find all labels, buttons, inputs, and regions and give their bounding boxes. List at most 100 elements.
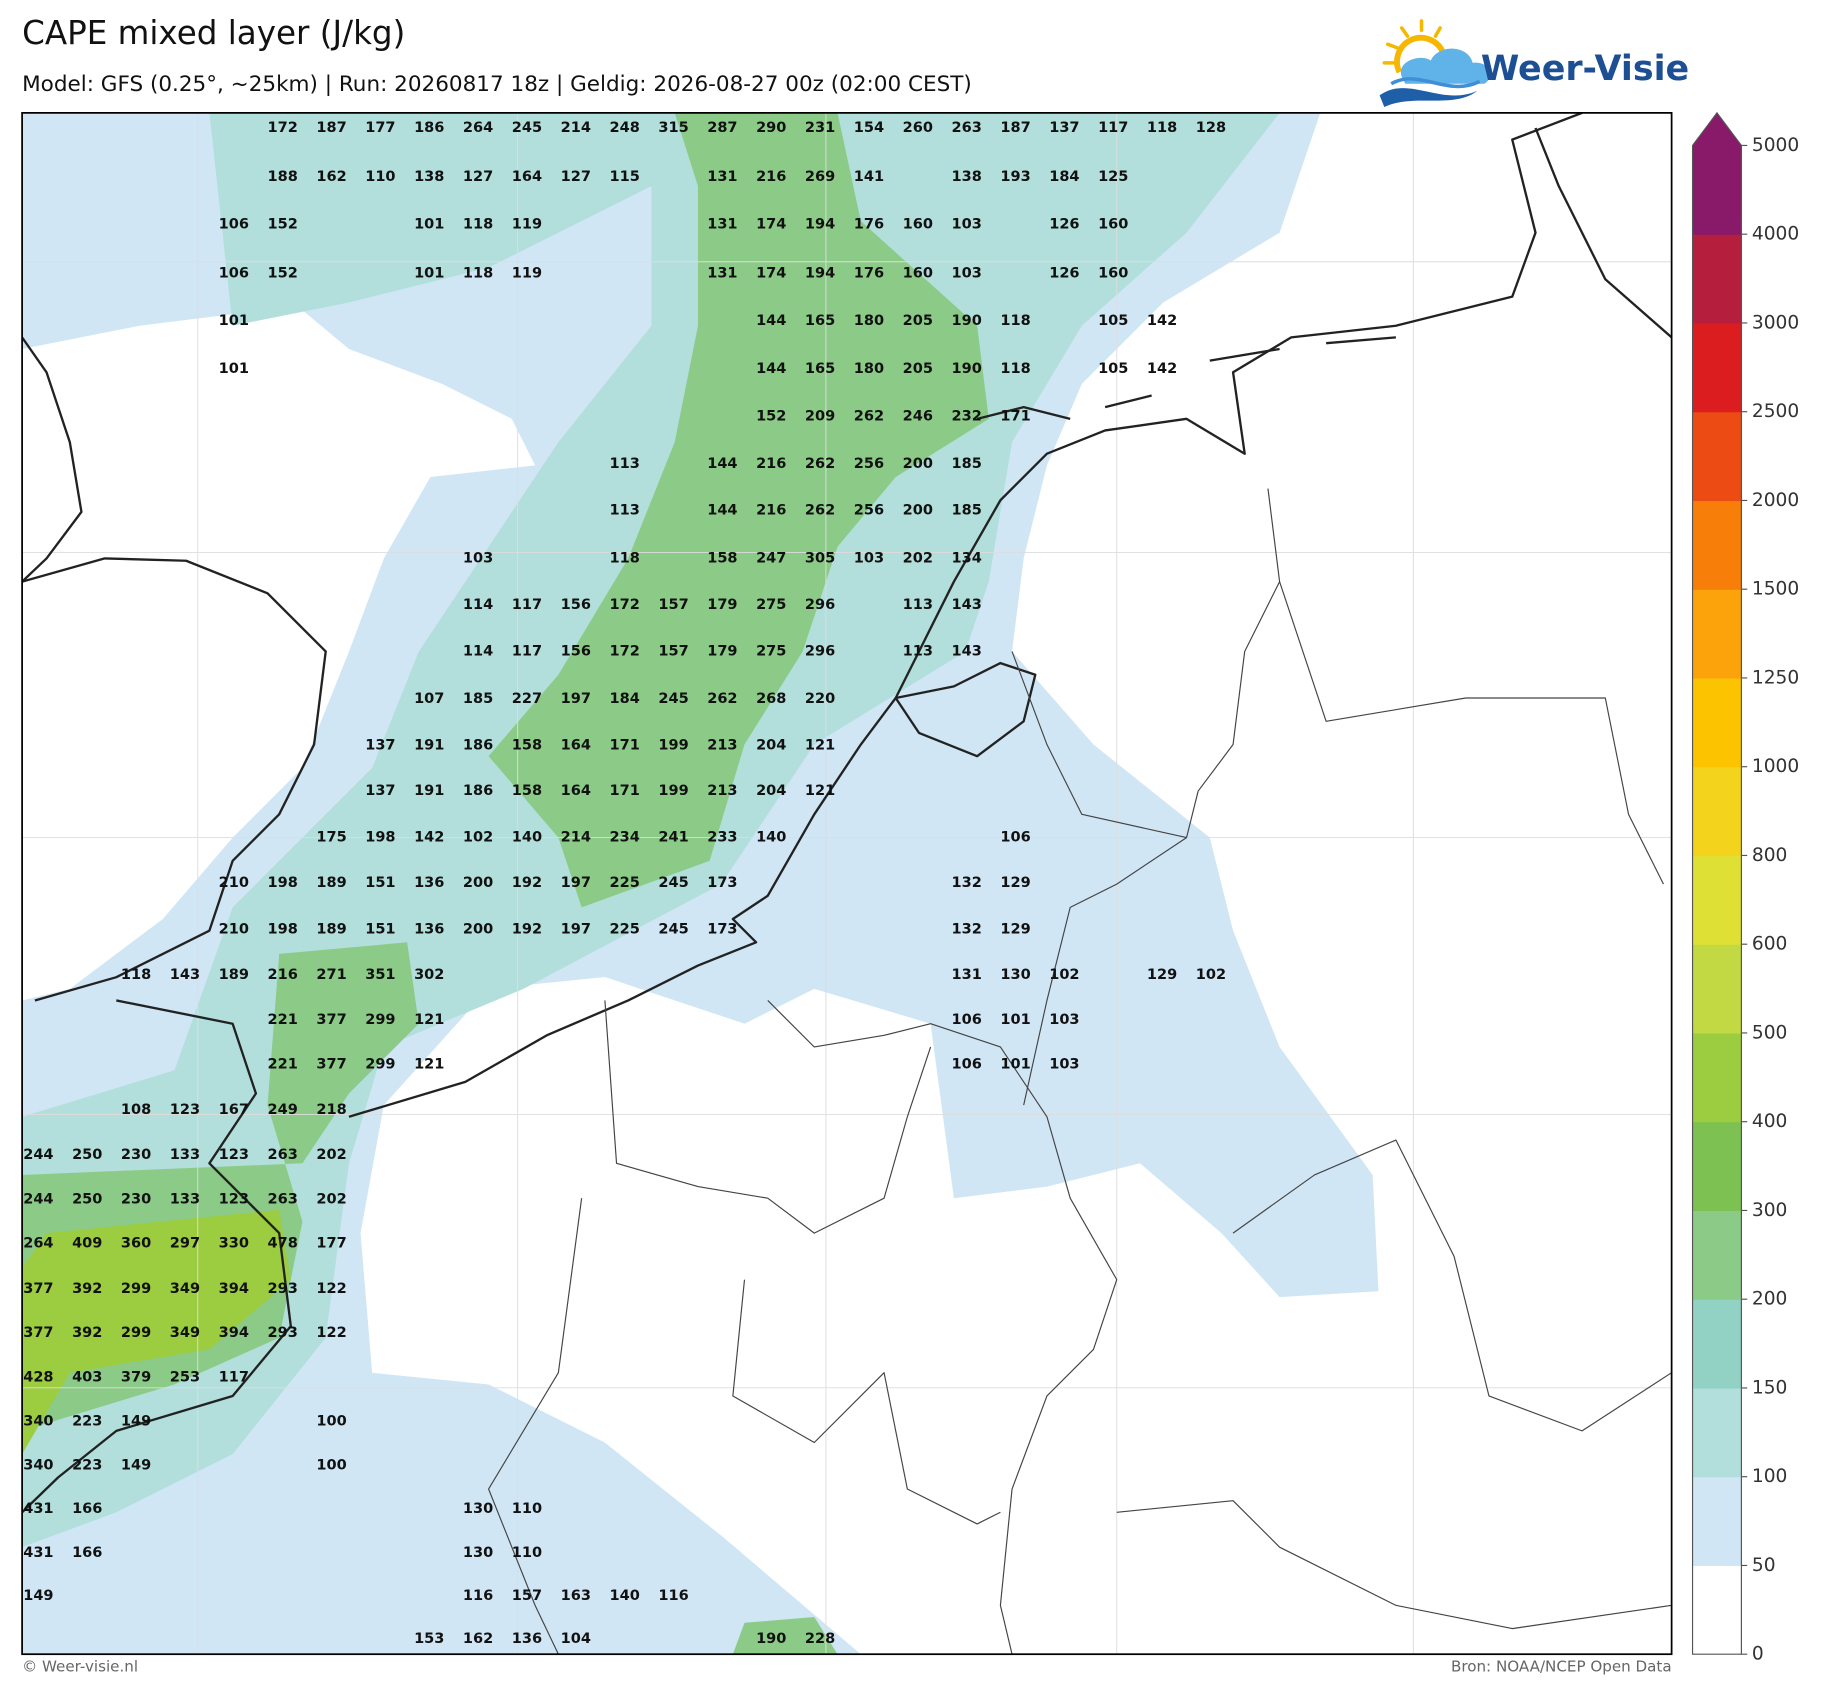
value-label: 214	[561, 120, 591, 136]
value-label: 216	[756, 169, 786, 185]
value-label: 199	[658, 738, 688, 754]
field-0	[22, 290, 536, 1001]
colorbar-tick-label: 1250	[1752, 667, 1799, 688]
value-label: 102	[1196, 967, 1226, 983]
colorbar-tick-label: 150	[1752, 1377, 1788, 1398]
value-label: 246	[903, 408, 933, 424]
value-label: 130	[463, 1545, 493, 1561]
value-label: 302	[414, 967, 444, 983]
value-label: 113	[610, 456, 640, 472]
value-label: 118	[463, 265, 493, 281]
value-label: 106	[219, 217, 249, 233]
value-label: 134	[952, 550, 982, 566]
value-label: 123	[219, 1191, 249, 1207]
value-label: 152	[268, 217, 298, 233]
value-label: 108	[121, 1102, 151, 1118]
value-label: 105	[1098, 313, 1128, 329]
value-label: 118	[121, 967, 151, 983]
value-label: 142	[1147, 361, 1177, 377]
value-label: 143	[170, 967, 200, 983]
value-label: 394	[219, 1325, 249, 1341]
value-label: 103	[1049, 1012, 1079, 1028]
value-label: 186	[463, 738, 493, 754]
colorbar-tick-label: 1000	[1752, 756, 1799, 777]
value-label: 126	[1049, 217, 1079, 233]
value-label: 117	[219, 1369, 249, 1385]
colorbar-box	[1692, 322, 1742, 413]
value-label: 184	[1049, 169, 1079, 185]
value-label: 190	[952, 361, 982, 377]
colorbar-box	[1692, 766, 1742, 857]
value-label: 377	[316, 1012, 346, 1028]
value-label: 103	[854, 550, 884, 566]
value-label: 160	[1098, 265, 1128, 281]
value-label: 101	[414, 265, 444, 281]
value-label: 171	[610, 783, 640, 799]
value-label: 138	[952, 169, 982, 185]
borders	[487, 488, 1672, 1655]
value-label: 223	[72, 1458, 102, 1474]
colorbar-box	[1692, 855, 1742, 945]
value-label: 200	[903, 503, 933, 519]
value-label: 250	[72, 1191, 102, 1207]
value-label: 349	[170, 1281, 200, 1297]
value-label: 340	[23, 1414, 53, 1430]
value-label: 189	[316, 875, 346, 891]
value-label: 232	[952, 408, 982, 424]
value-label: 100	[316, 1414, 346, 1430]
value-label: 157	[658, 597, 688, 613]
value-label: 123	[219, 1147, 249, 1163]
value-label: 330	[219, 1236, 249, 1252]
value-label: 123	[170, 1102, 200, 1118]
value-label: 225	[610, 875, 640, 891]
value-label: 165	[805, 313, 835, 329]
value-label: 106	[219, 265, 249, 281]
colorbar-box	[1692, 234, 1742, 324]
value-label: 137	[1049, 120, 1079, 136]
value-label: 340	[23, 1458, 53, 1474]
colorbar-tick-label: 2000	[1752, 490, 1799, 511]
value-label: 200	[463, 921, 493, 937]
value-label: 125	[1098, 169, 1128, 185]
value-label: 101	[219, 313, 249, 329]
logo-text: Weer-Visie	[1481, 49, 1689, 89]
value-label: 305	[805, 550, 835, 566]
value-label: 245	[658, 875, 688, 891]
value-label: 162	[463, 1631, 493, 1647]
value-label: 200	[463, 875, 493, 891]
value-label: 152	[268, 265, 298, 281]
value-label: 230	[121, 1191, 151, 1207]
value-label: 171	[610, 738, 640, 754]
value-label: 185	[952, 456, 982, 472]
value-label: 103	[463, 550, 493, 566]
field-400	[22, 1209, 291, 1455]
value-label: 253	[170, 1369, 200, 1385]
value-label: 187	[316, 120, 346, 136]
value-label: 299	[365, 1012, 395, 1028]
value-label: 122	[316, 1325, 346, 1341]
value-label: 431	[23, 1501, 53, 1517]
value-label: 160	[1098, 217, 1128, 233]
value-label: 110	[365, 169, 395, 185]
value-label: 167	[219, 1102, 249, 1118]
value-label: 142	[414, 830, 444, 846]
footer-left: © Weer-visie.nl	[22, 1658, 138, 1676]
value-label: 136	[512, 1631, 542, 1647]
value-label: 118	[1147, 120, 1177, 136]
value-label: 250	[72, 1147, 102, 1163]
coastline	[348, 112, 1583, 1118]
value-label: 428	[23, 1369, 53, 1385]
value-label: 247	[756, 550, 786, 566]
value-label: 191	[414, 738, 444, 754]
value-label: 122	[316, 1281, 346, 1297]
value-label: 101	[414, 217, 444, 233]
value-label: 101	[219, 361, 249, 377]
value-label: 190	[756, 1631, 786, 1647]
colorbar-box	[1692, 145, 1742, 235]
value-label: 204	[756, 738, 786, 754]
value-label: 290	[756, 120, 786, 136]
value-label: 431	[23, 1545, 53, 1561]
colorbar-tick-label: 3000	[1752, 312, 1799, 333]
coastline	[976, 336, 1397, 420]
value-label: 194	[805, 217, 835, 233]
